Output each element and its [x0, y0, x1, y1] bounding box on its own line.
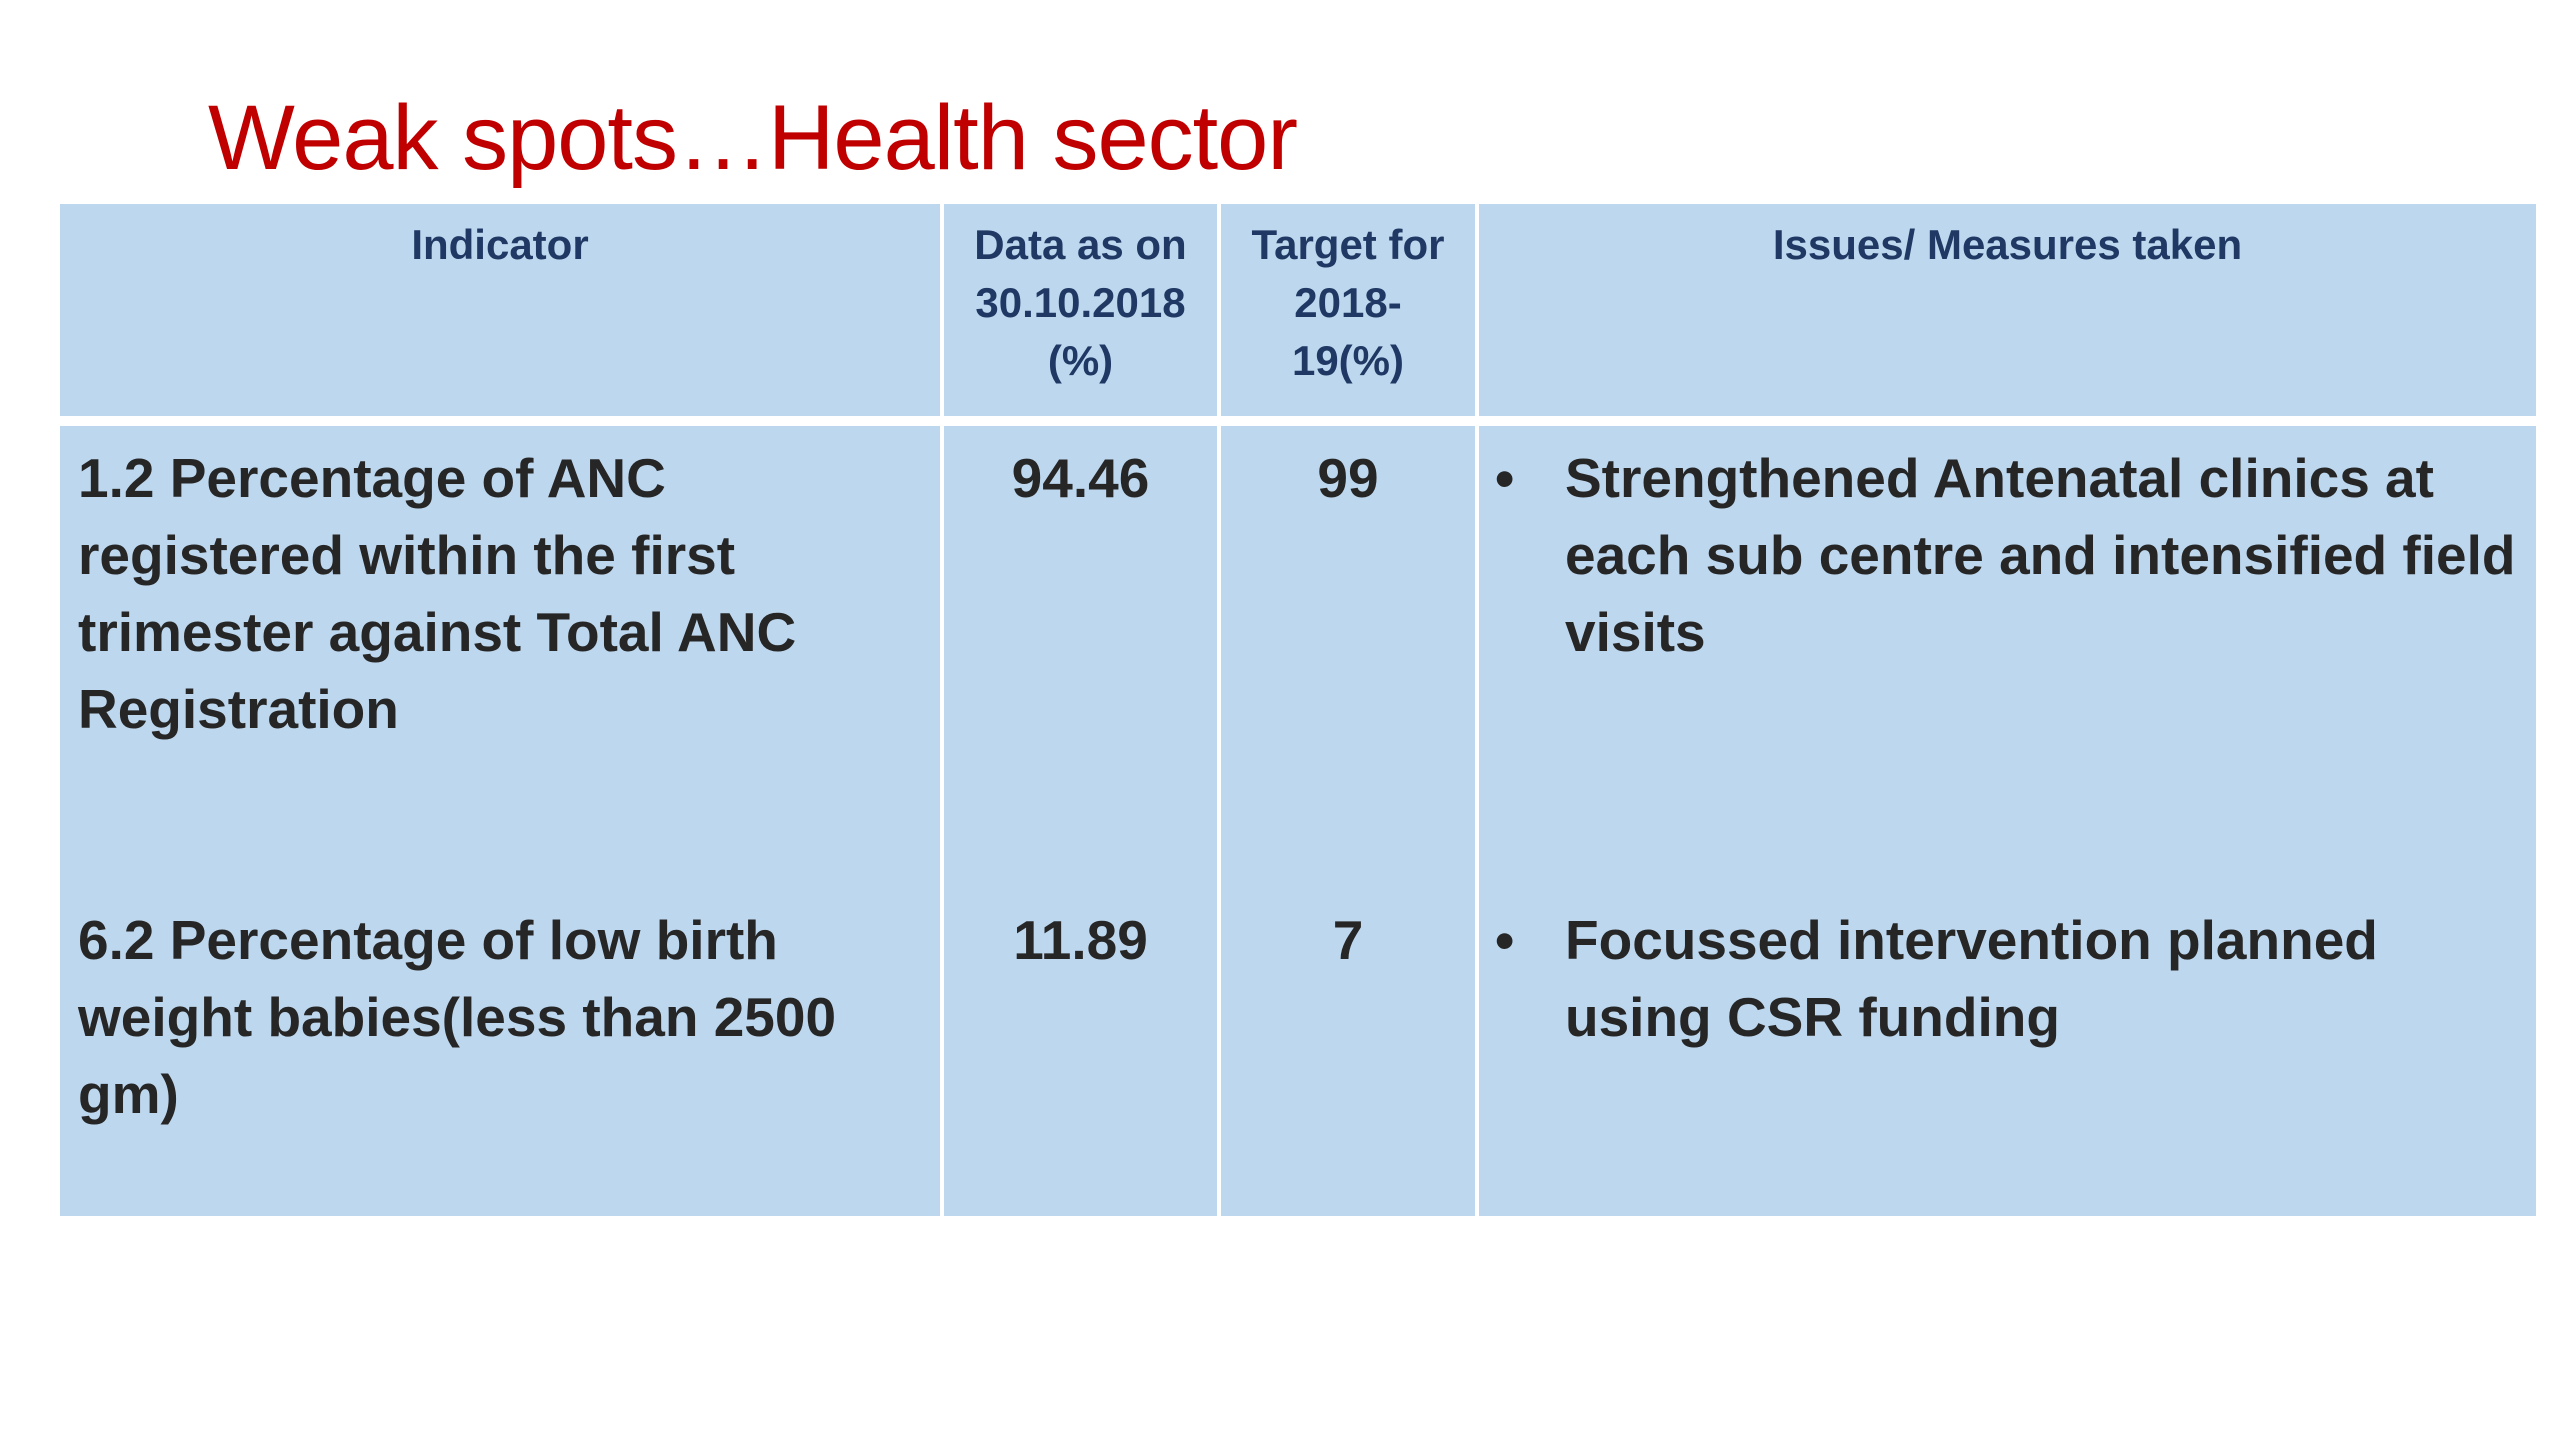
- bullet-icon: •: [1495, 447, 1515, 509]
- header-issues-label: Issues/ Measures taken: [1772, 221, 2243, 268]
- bullet-icon: •: [1495, 909, 1515, 971]
- data-value-2: 11.89: [1013, 909, 1148, 971]
- indicator-column: 1.2 Percentage of ANC registered within …: [60, 426, 944, 1216]
- issue-text-1: Strengthened Antenatal clinics at each s…: [1565, 447, 2516, 663]
- header-data: Data as on 30.10.2018 (%): [944, 204, 1221, 426]
- health-indicators-table: Indicator Data as on 30.10.2018 (%) Targ…: [60, 204, 2536, 1216]
- indicator-cell-2: 6.2 Percentage of low birth weight babie…: [78, 909, 837, 1125]
- header-target: Target for 2018-19(%): [1221, 204, 1479, 426]
- header-indicator: Indicator: [60, 204, 944, 426]
- issue-item-1: • Strengthened Antenatal clinics at each…: [1495, 440, 2516, 902]
- header-issues: Issues/ Measures taken: [1479, 204, 2536, 426]
- data-column: 94.46 11.89: [944, 426, 1221, 1216]
- header-indicator-label: Indicator: [411, 221, 589, 268]
- header-data-label: Data as on 30.10.2018 (%): [974, 221, 1187, 384]
- issue-item-2: • Focussed intervention planned using CS…: [1495, 902, 2516, 1202]
- target-column: 99 7: [1221, 426, 1479, 1216]
- issue-text-2: Focussed intervention planned using CSR …: [1565, 909, 2378, 1048]
- indicator-cell-1: 1.2 Percentage of ANC registered within …: [78, 447, 797, 740]
- data-value-1: 94.46: [1011, 447, 1150, 509]
- issues-column: • Strengthened Antenatal clinics at each…: [1479, 426, 2536, 1216]
- header-target-label: Target for 2018-19(%): [1251, 221, 1445, 384]
- target-value-2: 7: [1332, 909, 1364, 971]
- target-value-1: 99: [1317, 447, 1379, 509]
- slide-title: Weak spots…Health sector: [208, 87, 1298, 189]
